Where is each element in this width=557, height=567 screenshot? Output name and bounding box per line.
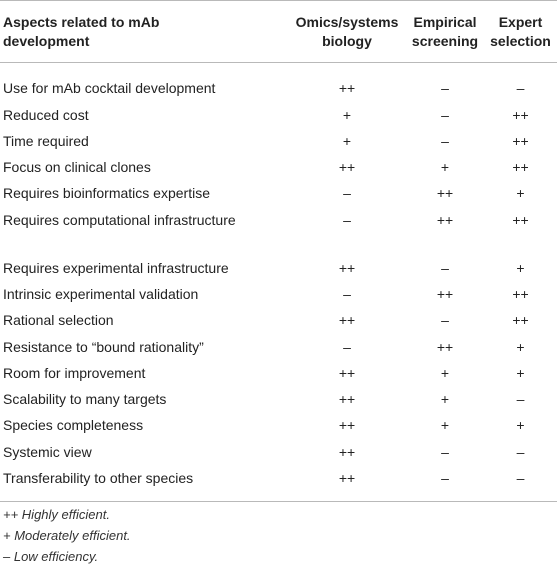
expert-cell: +: [516, 417, 525, 434]
empirical-cell: –: [441, 443, 449, 460]
expert-cell: +: [516, 259, 525, 276]
expert-cell: +: [516, 364, 525, 381]
aspect-cell: Use for mAb cocktail development: [3, 80, 216, 96]
omics-cell: ++: [338, 312, 356, 329]
expert-cell: ++: [512, 159, 529, 176]
expert-cell: +: [516, 185, 525, 202]
comparison-table: Aspects related to mAb development Omics…: [0, 0, 557, 502]
omics-cell: ++: [288, 467, 406, 502]
header-aspects-line1: Aspects related to mAb: [3, 13, 160, 30]
header-aspects-line2: development: [3, 32, 90, 49]
table-row: Requires computational infrastructure – …: [0, 209, 557, 257]
omics-cell: –: [343, 211, 351, 228]
empirical-cell: +: [440, 159, 450, 176]
aspect-cell: Requires bioinformatics expertise: [3, 185, 210, 202]
footnote-low: – Low efficiency.: [3, 549, 99, 564]
table-row: Rational selection ++ – ++: [0, 309, 557, 335]
omics-cell: ++: [338, 80, 356, 96]
expert-cell: –: [516, 443, 525, 460]
expert-cell: ++: [512, 211, 529, 228]
table-body: Use for mAb cocktail development ++ – – …: [0, 63, 557, 502]
empirical-cell: +: [440, 391, 450, 408]
empirical-cell: –: [441, 259, 449, 276]
header-aspects: Aspects related to mAb development: [0, 0, 288, 63]
aspect-cell: Species completeness: [3, 417, 144, 434]
footnote-high: ++ Highly efficient.: [3, 507, 110, 522]
omics-cell: –: [343, 338, 351, 355]
table-row: Focus on clinical clones ++ + ++: [0, 156, 557, 182]
header-row: Aspects related to mAb development Omics…: [0, 0, 557, 63]
header-expert: Expert selection: [484, 0, 557, 63]
header-omics-line2: biology: [322, 32, 372, 49]
empirical-cell: +: [440, 364, 450, 381]
expert-cell: –: [484, 467, 557, 502]
omics-cell: ++: [338, 259, 356, 276]
aspect-cell: Resistance to “bound rationality”: [3, 338, 204, 355]
table-row: Scalability to many targets ++ + –: [0, 388, 557, 414]
aspect-cell: Requires experimental infrastructure: [3, 259, 229, 276]
aspect-cell: Transferability to other species: [0, 467, 288, 502]
table-row: Use for mAb cocktail development ++ – –: [0, 63, 557, 104]
expert-cell: ++: [512, 285, 529, 302]
table-row: Transferability to other species ++ – –: [0, 467, 557, 502]
omics-cell: ++: [338, 443, 356, 460]
footnote-moderate: + Moderately efficient.: [3, 528, 131, 543]
header-empirical-line1: Empirical: [413, 13, 477, 30]
omics-cell: ++: [338, 159, 356, 176]
omics-cell: –: [343, 285, 351, 302]
expert-cell: –: [516, 391, 525, 408]
table-row: Species completeness ++ + +: [0, 414, 557, 440]
table-row: Time required + – ++: [0, 130, 557, 156]
empirical-cell: ++: [436, 285, 454, 302]
omics-cell: ++: [338, 417, 356, 434]
omics-cell: –: [343, 185, 351, 202]
empirical-cell: ++: [436, 338, 454, 355]
empirical-cell: ++: [436, 185, 454, 202]
omics-cell: +: [342, 132, 352, 149]
table-row: Requires experimental infrastructure ++ …: [0, 257, 557, 283]
aspect-cell: Intrinsic experimental validation: [3, 285, 199, 302]
header-expert-line2: selection: [490, 32, 551, 49]
omics-cell: +: [342, 106, 352, 123]
expert-cell: ++: [512, 132, 529, 149]
aspect-cell: Systemic view: [3, 443, 92, 460]
header-empirical-line2: screening: [411, 32, 479, 49]
empirical-cell: –: [406, 467, 484, 502]
empirical-cell: ++: [436, 211, 454, 228]
table-row: Intrinsic experimental validation – ++ +…: [0, 283, 557, 309]
table-row: Reduced cost + – ++: [0, 104, 557, 130]
aspect-cell: Rational selection: [3, 312, 114, 329]
table-row: Resistance to “bound rationality” – ++ +: [0, 336, 557, 362]
omics-cell: ++: [338, 364, 356, 381]
empirical-cell: +: [440, 417, 450, 434]
expert-cell: +: [516, 338, 525, 355]
aspect-cell: Time required: [3, 132, 89, 149]
table-row: Requires bioinformatics expertise – ++ +: [0, 182, 557, 208]
empirical-cell: –: [441, 80, 449, 96]
aspect-cell: Requires computational infrastructure: [3, 211, 236, 228]
expert-cell: ++: [512, 312, 529, 329]
header-expert-line1: Expert: [498, 13, 543, 30]
header-empirical: Empirical screening: [406, 0, 484, 63]
empirical-cell: –: [441, 132, 449, 149]
table-row: Systemic view ++ – –: [0, 441, 557, 467]
aspect-cell: Reduced cost: [3, 106, 89, 123]
empirical-cell: –: [441, 312, 449, 329]
aspect-cell: Focus on clinical clones: [3, 159, 151, 176]
empirical-cell: –: [441, 106, 449, 123]
table-header: Aspects related to mAb development Omics…: [0, 0, 557, 63]
omics-cell: ++: [338, 391, 356, 408]
expert-cell: ++: [512, 106, 529, 123]
expert-cell: –: [516, 80, 525, 96]
aspect-cell: Scalability to many targets: [3, 391, 167, 408]
table-row: Room for improvement ++ + +: [0, 362, 557, 388]
aspect-cell: Room for improvement: [3, 364, 146, 381]
header-omics: Omics/systems biology: [288, 0, 406, 63]
header-omics-line1: Omics/systems: [295, 13, 399, 30]
